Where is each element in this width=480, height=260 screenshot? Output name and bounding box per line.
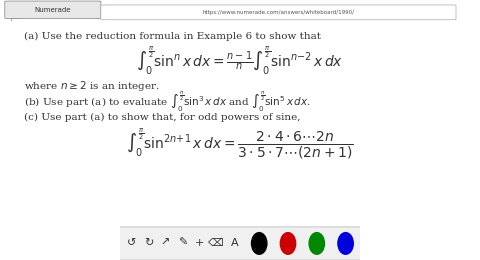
Text: https://www.numerade.com/answers/whiteboard/1990/: https://www.numerade.com/answers/whitebo… [203,10,354,15]
Text: (a) Use the reduction formula in Example 6 to show that: (a) Use the reduction formula in Example… [24,32,321,41]
Text: ↺: ↺ [127,238,137,248]
Text: ✎: ✎ [178,238,187,248]
FancyBboxPatch shape [5,1,101,18]
Text: ⌐: ⌐ [10,16,19,26]
FancyBboxPatch shape [119,227,361,260]
Text: A: A [231,238,239,248]
Text: Numerade: Numerade [35,7,71,13]
Text: ⌫: ⌫ [208,238,224,248]
Text: (b) Use part (a) to evaluate $\int_0^{\frac{\pi}{2}} \sin^3 x\, dx$ and $\int_0^: (b) Use part (a) to evaluate $\int_0^{\f… [24,89,311,114]
Text: $\int_0^{\frac{\pi}{2}} \sin^n x\, dx = \frac{n-1}{n} \int_0^{\frac{\pi}{2}} \si: $\int_0^{\frac{\pi}{2}} \sin^n x\, dx = … [136,45,344,77]
Text: ↗: ↗ [161,238,170,248]
Circle shape [309,233,324,254]
Text: (c) Use part (a) to show that, for odd powers of sine,: (c) Use part (a) to show that, for odd p… [24,112,300,122]
Text: +: + [194,238,204,248]
Text: $\int_0^{\frac{\pi}{2}} \sin^{2n+1} x\, dx = \dfrac{2 \cdot 4 \cdot 6 \cdots 2n}: $\int_0^{\frac{\pi}{2}} \sin^{2n+1} x\, … [126,127,354,161]
FancyBboxPatch shape [101,5,456,20]
Text: ↻: ↻ [144,238,154,248]
Circle shape [280,233,296,254]
Text: where $n \geq 2$ is an integer.: where $n \geq 2$ is an integer. [24,79,160,93]
Circle shape [252,233,267,254]
Circle shape [338,233,353,254]
